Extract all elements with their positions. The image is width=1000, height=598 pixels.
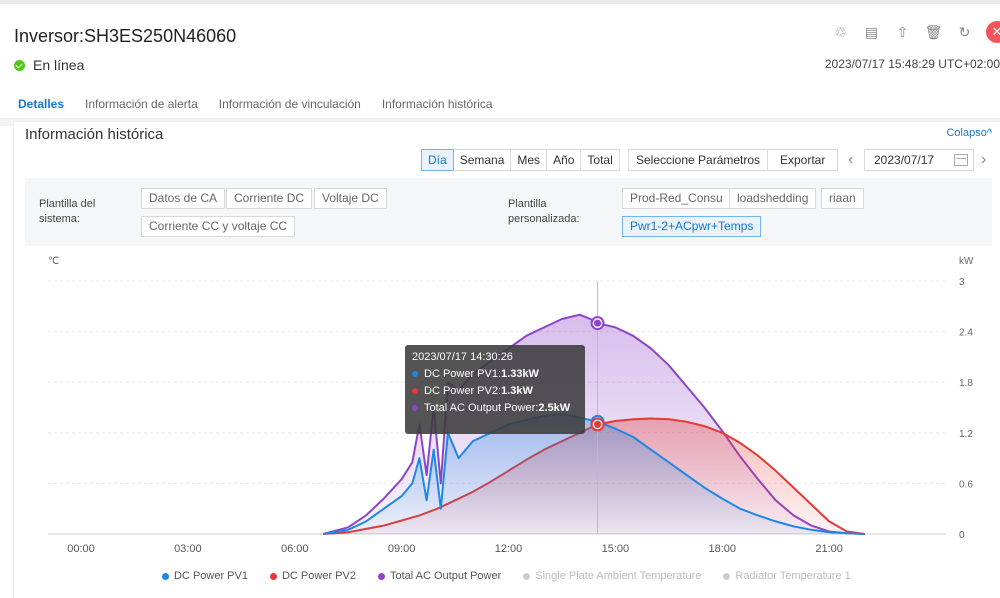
- template-chip[interactable]: Voltaje DC: [314, 188, 387, 209]
- custom-template-chip[interactable]: loadshedding: [729, 188, 817, 209]
- x-tick-label: 12:00: [495, 543, 523, 555]
- system-template-label: Plantilla del sistema:: [39, 198, 96, 225]
- close-icon[interactable]: ✕: [986, 21, 1000, 43]
- hover-point: [594, 420, 602, 428]
- template-chip[interactable]: Corriente DC: [226, 188, 313, 209]
- right-unit-label: kW: [959, 256, 974, 267]
- date-picker[interactable]: 2023/07/17: [864, 149, 974, 171]
- legend-item-pv2[interactable]: DC Power PV2: [269, 570, 356, 582]
- top-border: [0, 0, 1000, 4]
- x-tick-label: 03:00: [174, 543, 202, 555]
- tooltip-label: Total AC Output Power:: [424, 402, 539, 414]
- custom-template-chip[interactable]: riaan: [821, 188, 864, 209]
- export-button[interactable]: Exportar: [767, 149, 839, 171]
- ac-dot: [412, 405, 418, 411]
- period-total-button[interactable]: Total: [580, 149, 620, 171]
- collapse-link[interactable]: Colapso^: [946, 127, 992, 139]
- legend-item-radiator-temp[interactable]: Radiator Temperature 1: [723, 570, 851, 582]
- template-chip[interactable]: Datos de CA: [141, 188, 226, 209]
- y-tick-label: 0: [959, 530, 965, 541]
- history-title: Información histórica: [25, 126, 164, 143]
- tooltip-label: DC Power PV2:: [424, 385, 502, 397]
- refresh-icon[interactable]: ↻: [958, 23, 971, 40]
- period-selector: Día Semana Mes Año Total: [421, 149, 620, 171]
- left-unit-label: ℃: [48, 256, 59, 267]
- calendar-icon[interactable]: [954, 154, 968, 166]
- hover-point: [594, 319, 602, 327]
- period-year-button[interactable]: Año: [546, 149, 582, 171]
- delete-icon[interactable]: 🗑: [924, 23, 943, 40]
- template-chip[interactable]: Corriente CC y voltaje CC: [141, 216, 296, 237]
- legend-item-ac[interactable]: Total AC Output Power: [377, 570, 502, 582]
- tooltip-row: DC Power PV2: 1.3kW: [412, 385, 578, 397]
- collapse-label: Colapso: [946, 127, 987, 139]
- tooltip-label: DC Power PV1:: [424, 368, 502, 380]
- tab-alerts[interactable]: Información de alerta: [85, 97, 198, 111]
- tooltip-value: 2.5kW: [538, 402, 571, 414]
- legend-label: DC Power PV2: [281, 570, 356, 582]
- tooltip-time: 2023/07/17 14:30:26: [412, 351, 513, 363]
- legend-dot: [723, 572, 731, 580]
- legend-dot: [523, 572, 531, 580]
- x-tick-label: 21:00: [815, 543, 843, 555]
- online-status: En línea: [14, 57, 84, 73]
- legend-dot: [377, 572, 385, 580]
- custom-template-chip-selected[interactable]: Pwr1-2+ACpwr+Temps: [622, 216, 762, 237]
- x-tick-label: 09:00: [388, 543, 416, 555]
- legend-item-ambient-temp[interactable]: Single Plate Ambient Temperature: [523, 570, 701, 582]
- legend-dot: [162, 572, 169, 580]
- pv1-dot: [412, 371, 418, 377]
- status-label: En línea: [33, 57, 85, 73]
- header-actions: ♲ ▤ ⇧ 🗑 ↻ ✕: [825, 21, 1000, 43]
- date-value: 2023/07/17: [874, 153, 935, 167]
- x-tick-label: 18:00: [708, 543, 736, 555]
- chart-legend: DC Power PV1 DC Power PV2 Total AC Outpu…: [162, 570, 873, 582]
- legend-dot: [269, 572, 277, 580]
- template-filter: Plantilla del sistema: Datos de CA Corri…: [25, 178, 992, 246]
- legend-label: Single Plate Ambient Temperature: [535, 570, 702, 582]
- select-params-button[interactable]: Seleccione Parámetros: [628, 149, 769, 171]
- legend-item-pv1[interactable]: DC Power PV1: [162, 570, 248, 582]
- custom-template-label: Plantilla personalizada:: [508, 198, 580, 225]
- x-tick-label: 06:00: [281, 543, 309, 555]
- legend-label: DC Power PV1: [174, 570, 248, 582]
- y-tick-label: 1.8: [959, 378, 973, 389]
- tab-history[interactable]: Información histórica: [381, 97, 493, 111]
- y-tick-label: 1.2: [959, 429, 973, 440]
- series-area-pv1: [323, 414, 865, 534]
- legend-label: Total AC Output Power: [389, 570, 502, 582]
- y-tick-label: 0.6: [959, 479, 973, 490]
- upload-icon[interactable]: ⇧: [896, 23, 909, 40]
- check-circle-icon: [14, 59, 25, 71]
- device-title: Inversor:SH3ES250N46060: [14, 26, 237, 46]
- pv2-dot: [412, 388, 418, 394]
- period-week-button[interactable]: Semana: [452, 149, 512, 171]
- share-icon[interactable]: ♲: [834, 23, 847, 40]
- tooltip-row: Total AC Output Power: 2.5kW: [412, 402, 578, 414]
- y-tick-label: 3: [959, 277, 965, 288]
- legend-label: Radiator Temperature 1: [735, 570, 851, 582]
- tooltip-value: 1.3kW: [501, 385, 533, 397]
- prev-date-icon[interactable]: ‹: [848, 151, 854, 168]
- tooltip-row: DC Power PV1: 1.33kW: [412, 368, 578, 380]
- timestamp: 2023/07/17 15:48:29 UTC+02:00: [824, 57, 1000, 71]
- x-tick-label: 00:00: [67, 543, 95, 555]
- y-tick-label: 2.4: [959, 328, 973, 339]
- tab-binding[interactable]: Información de vinculación: [218, 97, 361, 111]
- custom-template-chip[interactable]: Prod-Red_Consu: [622, 188, 731, 209]
- period-day-button[interactable]: Día: [421, 149, 454, 171]
- next-date-icon[interactable]: ›: [981, 151, 987, 168]
- chart-tooltip: 2023/07/17 14:30:26 DC Power PV1: 1.33kW …: [405, 345, 585, 434]
- tooltip-value: 1.33kW: [501, 368, 539, 380]
- x-tick-label: 15:00: [602, 543, 630, 555]
- document-icon[interactable]: ▤: [864, 23, 879, 40]
- period-month-button[interactable]: Mes: [510, 149, 548, 171]
